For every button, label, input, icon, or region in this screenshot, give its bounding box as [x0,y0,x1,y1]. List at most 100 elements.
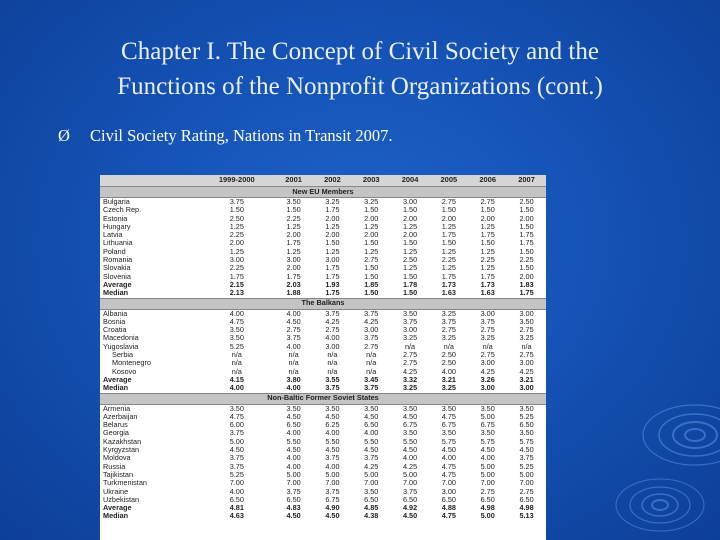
table-row: Average 2.15 2.03 1.93 1.85 1.78 1.73 1.73 1.83 [100,279,546,289]
rating-value-cell: 4.92 [402,503,418,513]
rating-value-cell: 1.75 [441,230,456,240]
rating-value-cell: 7.00 [441,478,456,488]
country-name-cell: Average [103,503,132,513]
rating-value-cell: 1.75 [286,271,301,281]
rating-value-cell: n/a [231,358,242,368]
rating-value-cell: 1.75 [519,288,534,298]
rating-value-cell: 4.25 [364,461,379,471]
rating-value-cell: n/a [366,366,377,376]
rating-value-cell: 6.75 [480,420,495,430]
rating-value-cell: 3.00 [286,255,301,265]
rating-value-cell: 4.75 [441,469,456,479]
rating-value-cell: 1.50 [229,205,244,215]
rating-value-cell: 2.75 [364,255,379,265]
rating-value-cell: 1.25 [402,263,418,273]
country-name-cell: Armenia [103,403,131,413]
country-name-cell: Albania [103,308,128,318]
rating-value-cell: 6.50 [286,494,301,504]
rating-value-cell: 1.73 [480,279,495,289]
rating-value-cell: 4.00 [229,383,244,393]
table-row: Kazakhstan 5.00 5.50 5.50 5.50 5.50 5.75 5.75 5.… [100,436,546,446]
country-name-cell: Kazakhstan [103,436,142,446]
rating-value-cell: 4.00 [325,461,340,471]
country-name-cell: Turkmenistan [103,478,147,488]
rating-value-cell: 7.00 [364,478,379,488]
rating-value-cell: 2.00 [364,213,379,223]
rating-value-cell: 3.00 [480,308,495,318]
rating-value-cell: 3.45 [364,374,379,384]
rating-value-cell: 5.00 [325,469,340,479]
table-row: Armenia 3.50 3.50 3.50 3.50 3.50 3.50 3.50 3.50 [100,404,546,413]
rating-value-cell: 5.25 [519,461,534,471]
rating-value-cell: 4.00 [441,366,456,376]
rating-value-cell: 1.75 [480,271,495,281]
section-header-row: New EU Members [100,186,546,198]
rating-value-cell: 4.50 [519,445,534,455]
country-name-cell: Montenegro [112,358,151,368]
country-name-cell: Average [103,374,132,384]
country-name-cell: Romania [103,255,133,265]
rating-value-cell: 4.00 [441,453,456,463]
table-row: Kyrgyzstan 4.50 4.50 4.50 4.50 4.50 4.50 4.50 4.… [100,445,546,455]
rating-value-cell: 6.50 [229,494,244,504]
rating-value-cell: 2.00 [229,238,244,248]
table-row: Russia 3.75 4.00 4.00 4.25 4.25 4.75 5.00 5.25 [100,461,546,471]
column-header-year: 1999-2000 [199,175,275,187]
country-name-cell: Bosnia [103,316,126,326]
section-title: New EU Members [100,186,546,198]
rating-value-cell: 1.75 [325,271,340,281]
rating-value-cell: 3.50 [519,316,534,326]
rating-value-cell: 2.00 [519,271,534,281]
rating-value-cell: 1.75 [286,238,301,248]
rating-value-cell: 3.50 [480,428,495,438]
rating-value-cell: 3.75 [441,316,456,326]
rating-value-cell: 2.75 [480,197,495,206]
country-name-cell: Median [103,288,129,298]
table-row: Bosnia 4.75 4.50 4.25 4.25 3.75 3.75 3.75 3.50 [100,316,546,326]
rating-value-cell: 1.50 [480,205,495,215]
rating-value-cell: 3.50 [402,428,418,438]
rating-value-cell: 3.25 [519,333,534,343]
country-name-cell: Czech Rep. [103,205,142,215]
rating-value-cell: n/a [366,358,377,368]
rating-value-cell: 4.38 [364,511,379,521]
rating-value-cell: 2.00 [364,230,379,240]
table-row: Macedonia 3.50 3.75 4.00 3.75 3.25 3.25 3.25 3.2… [100,333,546,343]
rating-value-cell: 4.25 [480,366,495,376]
rating-value-cell: 1.25 [402,221,418,231]
rating-value-cell: 1.93 [325,279,340,289]
rating-table: 1999-2000 2001 2002 2003 2004 2005 2006 2007 Ne… [100,175,546,521]
table-row: Albania 4.00 4.00 3.75 3.75 3.50 3.25 3.00 3.00 [100,309,546,318]
table-row: Azerbaijan 4.75 4.50 4.50 4.50 4.50 4.75 5.00 5.… [100,411,546,421]
rating-value-cell: 3.75 [229,461,244,471]
rating-value-cell: 3.50 [229,325,244,335]
rating-value-cell: n/a [521,341,532,351]
rating-value-cell: 3.50 [480,403,495,413]
column-header-year: 2006 [468,175,508,187]
rating-value-cell: 4.81 [229,503,244,513]
rating-value-cell: 3.00 [519,358,534,368]
rating-value-cell: 5.00 [480,469,495,479]
rating-value-cell: 3.75 [325,486,340,496]
rating-value-cell: 3.50 [229,333,244,343]
country-name-cell: Lithuania [103,238,133,248]
rating-value-cell: 1.25 [229,246,244,256]
rating-value-cell: 4.50 [402,445,418,455]
rating-value-cell: 3.00 [364,325,379,335]
rating-value-cell: 4.25 [402,461,418,471]
rating-value-cell: 4.50 [364,411,379,421]
rating-value-cell: 2.00 [402,230,418,240]
rating-value-cell: 2.75 [480,350,495,360]
rating-value-cell: 2.25 [480,255,495,265]
country-name-cell: Bulgaria [103,197,130,206]
rating-value-cell: 1.50 [519,221,534,231]
rating-value-cell: 2.75 [364,341,379,351]
rating-value-cell: 6.50 [519,420,534,430]
rating-value-cell: 2.50 [441,350,456,360]
rating-value-cell: 4.15 [229,374,244,384]
table-row: Average 4.81 4.83 4.90 4.85 4.92 4.88 4.98 4.98 [100,503,546,513]
rating-value-cell: 4.75 [441,461,456,471]
rating-value-cell: 4.50 [441,445,456,455]
rating-value-cell: 4.50 [364,445,379,455]
rating-value-cell: n/a [327,350,338,360]
